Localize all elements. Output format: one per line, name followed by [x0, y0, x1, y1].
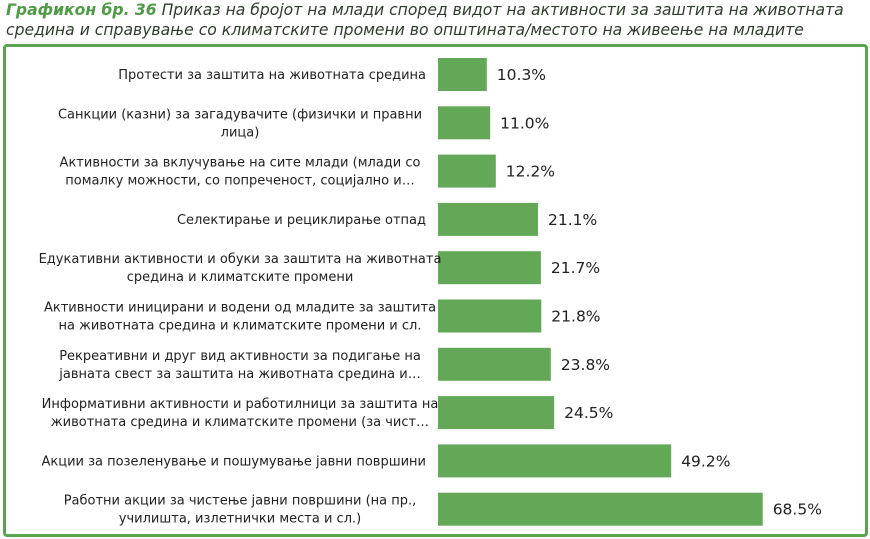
category-label-2-line-1: Санкции (казни) за загадувачите (физички…	[58, 107, 422, 122]
category-label-1: Протести за заштита на животната средина	[118, 68, 426, 83]
category-label-10-line-2: училишта, излетнички места и сл.)	[119, 512, 361, 527]
category-label-3-line-2: помалку можности, со попреченост, соција…	[65, 174, 414, 189]
bar-10	[438, 492, 763, 526]
category-label-2-line-2: лица)	[221, 125, 260, 140]
value-label-4: 21.1%	[548, 211, 597, 229]
bar-8	[438, 396, 555, 430]
chart-title-text: Приказ на бројот на млади според видот н…	[6, 1, 844, 39]
category-label-7-line-2: јавната свест за заштита на животната ср…	[58, 367, 420, 382]
bar-1	[438, 58, 487, 91]
category-label-3-line-1: Активности за вклучување на сите млади (…	[60, 156, 421, 171]
chart-title-number: Графикон бр. 36	[6, 1, 157, 19]
category-label-5-line-1: Едукативни активности и обуки за заштита…	[39, 252, 442, 267]
category-label-10-line-1: Работни акции за чистење јавни површини …	[64, 494, 417, 509]
category-label-7-line-1: Рекреативни и друг вид активности за под…	[59, 349, 421, 364]
category-label-6-line-1: Активности иницирани и водени од младите…	[44, 301, 436, 316]
value-label-3: 12.2%	[506, 163, 555, 181]
category-label-9: Акции за позеленување и пошумување јавни…	[42, 454, 426, 469]
value-label-2: 11.0%	[500, 114, 549, 132]
category-label-4: Селектирање и рециклирање отпад	[177, 213, 426, 228]
value-label-8: 24.5%	[564, 404, 613, 422]
value-label-9: 49.2%	[681, 452, 730, 470]
category-label-5-line-2: средина и климатските промени	[127, 270, 354, 285]
category-label-8-line-2: животната средина и климатските промени …	[51, 415, 429, 430]
chart-title: Графикон бр. 36 Приказ на бројот на млад…	[6, 0, 864, 40]
bar-2	[438, 106, 491, 140]
bar-6	[438, 299, 542, 333]
bar-5	[438, 251, 541, 285]
value-label-5: 21.7%	[551, 259, 600, 277]
category-label-6-line-2: на животната средина и климатските проме…	[59, 319, 422, 334]
value-label-7: 23.8%	[561, 356, 610, 374]
chart-frame	[3, 44, 868, 537]
bar-9	[438, 444, 672, 478]
value-label-6: 21.8%	[551, 308, 600, 326]
value-label-10: 68.5%	[773, 501, 822, 519]
bar-4	[438, 202, 538, 236]
value-label-1: 10.3%	[497, 66, 546, 84]
bar-3	[438, 154, 496, 188]
bar-7	[438, 347, 551, 381]
category-label-8-line-1: Информативни активности и работилници за…	[42, 397, 439, 412]
